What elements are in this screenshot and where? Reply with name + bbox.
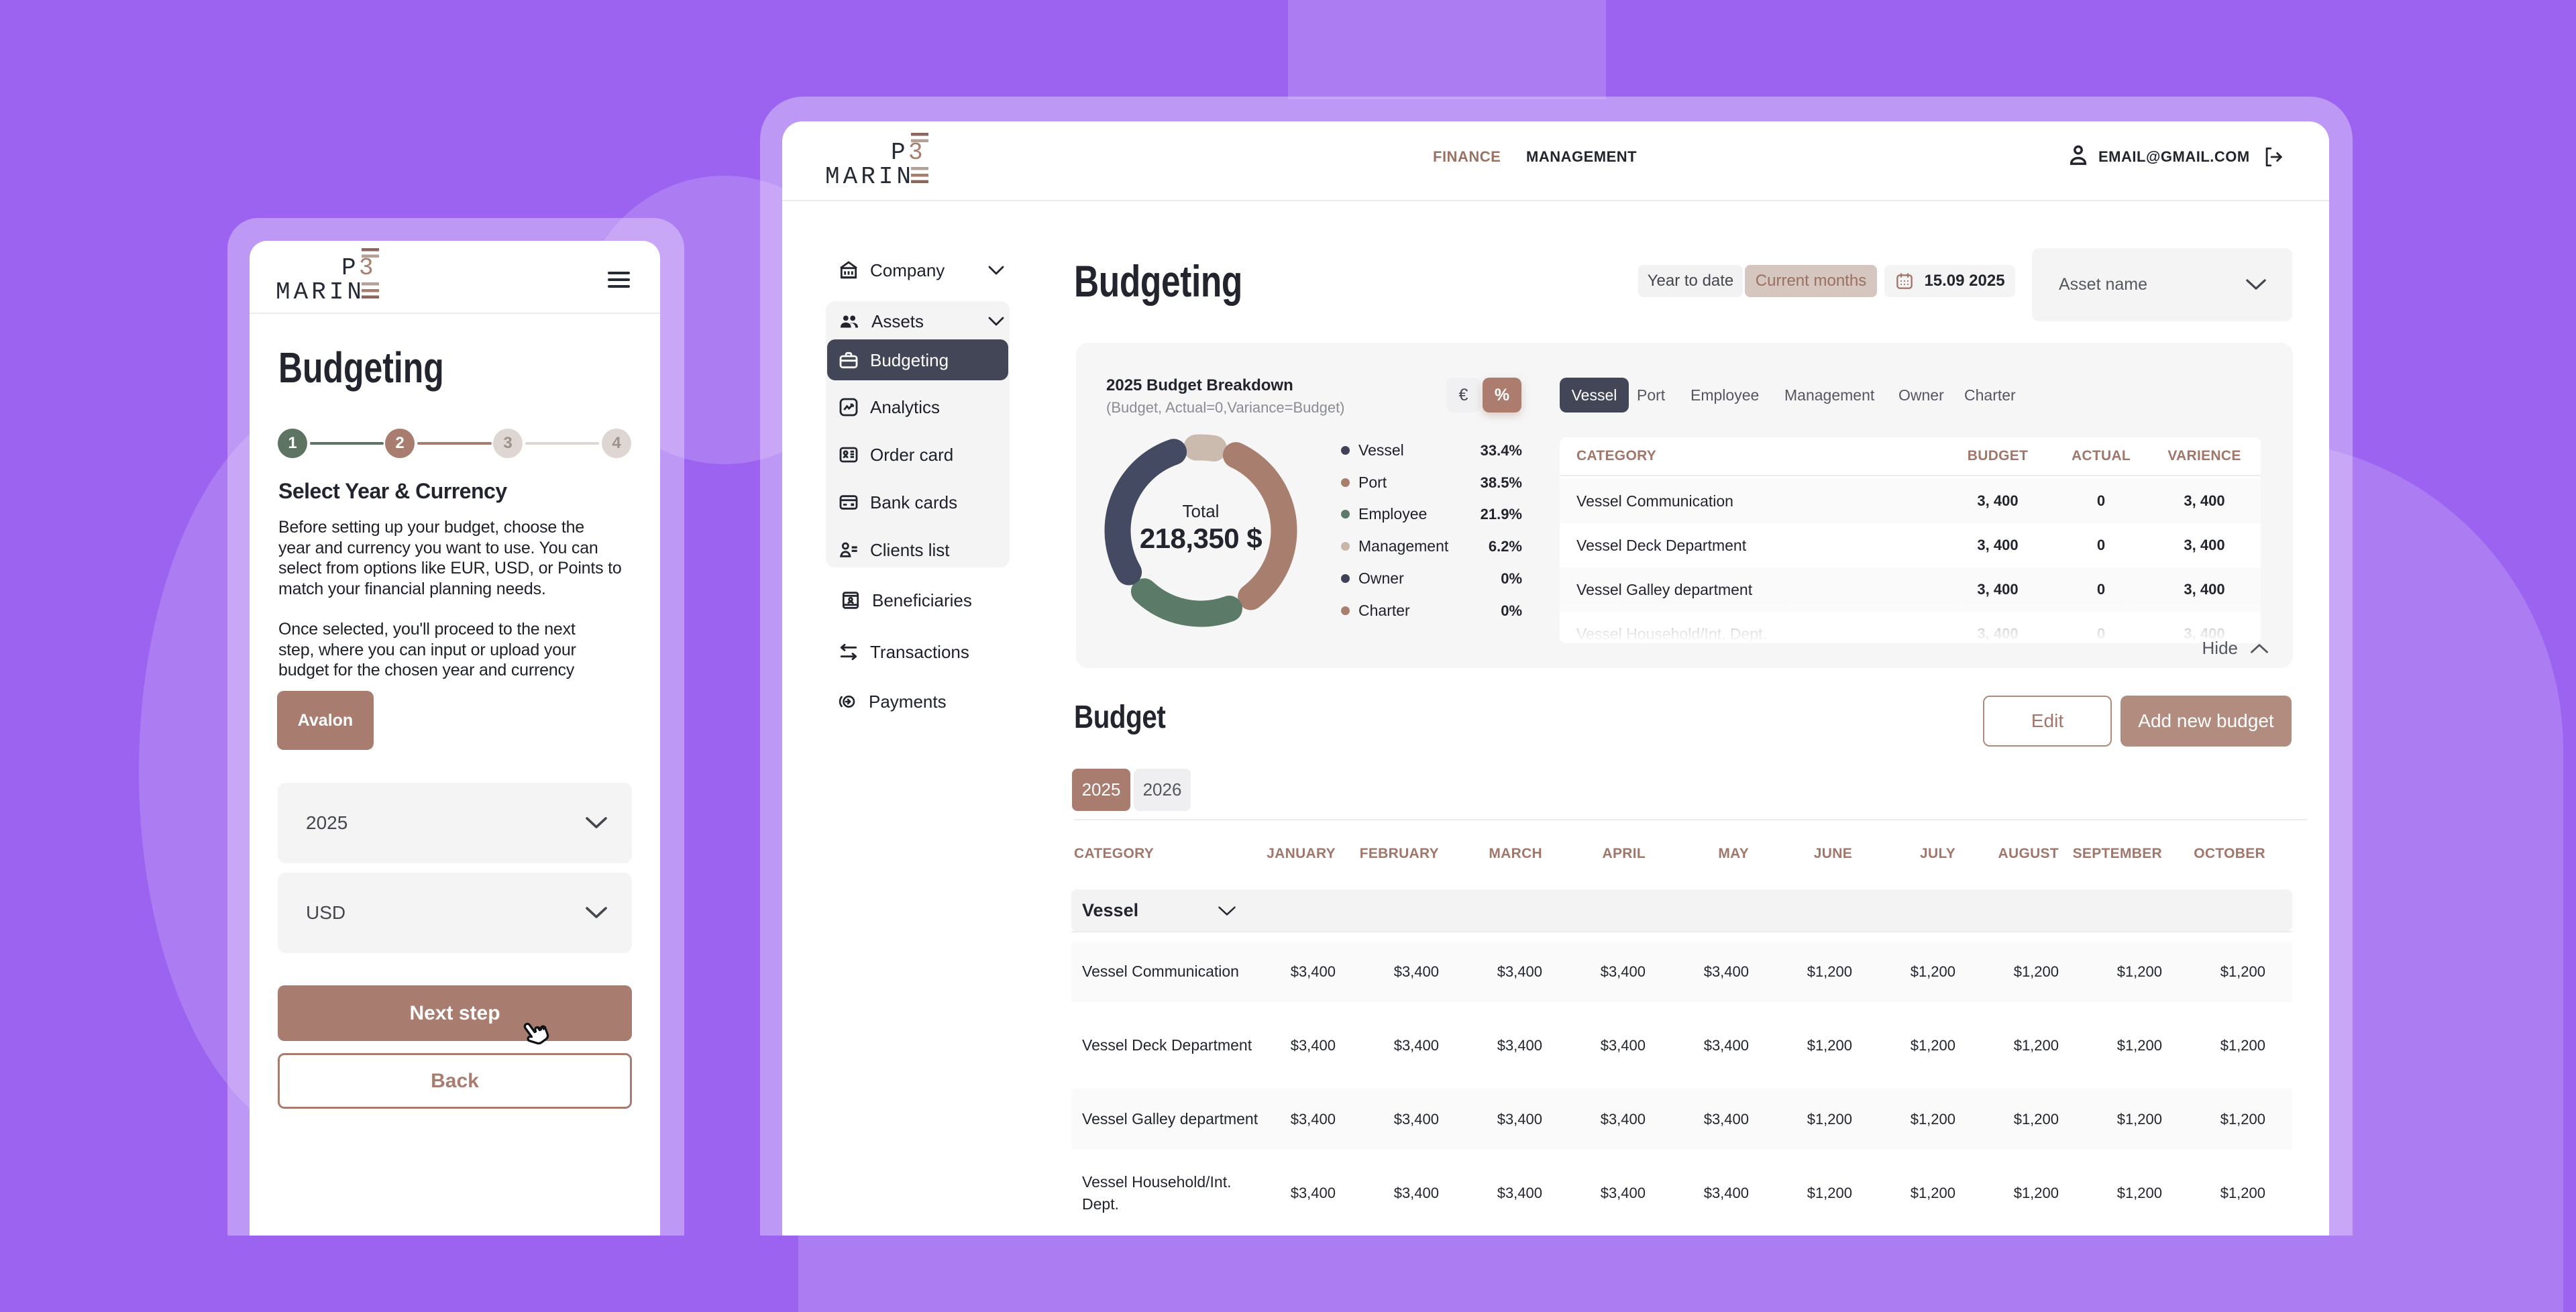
svg-text:3: 3: [359, 254, 374, 282]
svg-text:MARIN: MARIN: [276, 278, 365, 305]
svg-text:3: 3: [908, 139, 923, 166]
svg-text:P: P: [891, 139, 906, 166]
svg-text:P: P: [341, 254, 356, 282]
svg-text:MARIN: MARIN: [825, 163, 914, 189]
